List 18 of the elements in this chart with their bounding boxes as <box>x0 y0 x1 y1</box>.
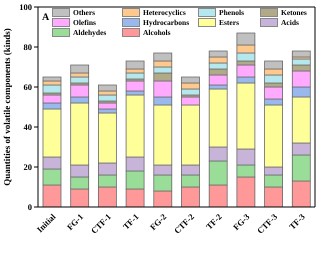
y-tick-label: 100 <box>19 2 32 12</box>
bar <box>70 64 90 74</box>
bar <box>98 94 117 102</box>
y-axis-title: Quantities of volatile components (kinds) <box>2 28 12 186</box>
bar <box>42 84 62 94</box>
bar <box>98 84 117 92</box>
bar <box>292 50 311 58</box>
y-tick-label: 60 <box>24 82 32 92</box>
bar <box>126 80 144 92</box>
bar <box>42 76 62 82</box>
bar <box>126 60 144 70</box>
y-tick-label: 80 <box>24 42 32 52</box>
y-tick-label: 20 <box>24 162 32 172</box>
y-tick-label: 40 <box>24 122 32 132</box>
bar <box>126 72 144 80</box>
y-tick-label: 0 <box>28 202 32 212</box>
annotation: A <box>42 12 50 23</box>
bar <box>98 102 117 110</box>
